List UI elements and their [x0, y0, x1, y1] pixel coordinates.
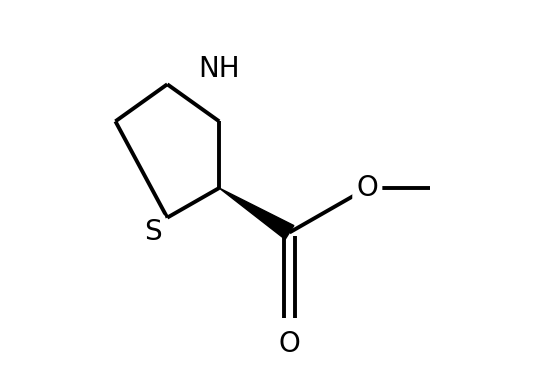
Text: O: O	[279, 330, 300, 358]
Text: S: S	[144, 218, 162, 246]
Polygon shape	[219, 188, 294, 240]
Text: NH: NH	[198, 55, 240, 83]
Text: O: O	[357, 174, 378, 202]
